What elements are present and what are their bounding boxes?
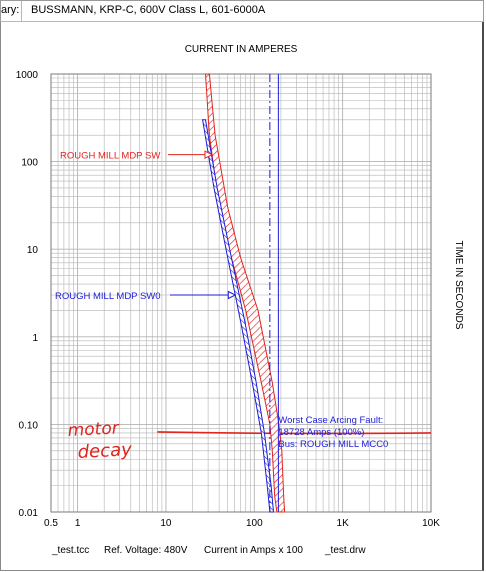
tick-labels: 0.5 1 10 100 1K 10K 0.01 0.10 1 10 100 1000 [16,70,440,529]
handwriting-word: decay [77,439,132,463]
x-tick-label: 1K [337,518,350,529]
label-mdp-sw0: ROUGH MILL MDP SW0 [55,291,161,302]
handwriting-word: motor [67,418,120,441]
label-mdp-sw: ROUGH MILL MDP SW [60,151,160,162]
window-title: BUSSMANN, KRP-C, 600V Class L, 601-6000A [31,4,266,16]
y-tick-label: 1000 [16,70,39,81]
titlebar-separator [21,1,22,21]
footer-ref-voltage: Ref. Voltage: 480V [104,545,188,556]
x-tick-label: 1 [75,518,81,529]
annotation-line: Worst Case Arcing Fault: [278,415,383,426]
footer-file-right: _test.drw [324,545,366,556]
title-prefix: ary: [1,4,20,16]
y-axis-label: TIME IN SECONDS [453,241,464,330]
x-tick-label: 10K [422,518,440,529]
y-tick-label: 100 [21,158,38,169]
x-tick-label: 0.5 [44,518,58,529]
x-tick-label: 10 [160,518,172,529]
plot-border [50,73,432,513]
label-arrow [227,290,237,300]
series-layer: ROUGH MILL MDP SW ROUGH MILL MDP SW0 Worst… [55,73,432,513]
y-tick-label: 1 [32,333,38,344]
chart-frame [0,22,484,571]
footer-current-units: Current in Amps x 100 [204,545,303,556]
y-tick-label: 0.01 [19,508,39,519]
annotation-line: Bus: ROUGH MILL MCC0 [278,439,388,450]
footer-file-left: _test.tcc [51,545,89,556]
series-band-mdp-sw[interactable] [204,73,286,513]
window-titlebar: ary: BUSSMANN, KRP-C, 600V Class L, 601-… [0,0,484,22]
annotation-line: 18728 Amps (100%) [278,427,364,438]
y-tick-label: 0.10 [19,420,39,431]
chart-title: CURRENT IN AMPERES [185,44,298,55]
series-band-mdp-sw0[interactable] [202,119,275,513]
hand-drawn-line [157,431,432,435]
x-tick-label: 100 [246,518,263,529]
y-tick-label: 10 [27,245,39,256]
label-arrow [204,150,214,159]
